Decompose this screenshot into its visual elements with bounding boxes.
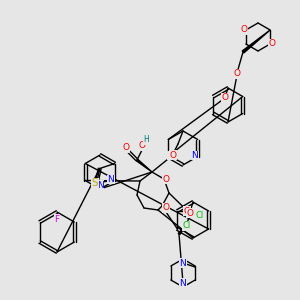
- Text: F: F: [54, 214, 60, 224]
- Polygon shape: [178, 224, 187, 235]
- Text: Cl: Cl: [196, 212, 204, 220]
- Text: O: O: [163, 203, 170, 212]
- Text: Cl: Cl: [182, 221, 190, 230]
- Text: N: N: [180, 259, 186, 268]
- Text: O: O: [122, 143, 130, 152]
- Text: N: N: [97, 181, 104, 190]
- Text: O: O: [240, 26, 247, 34]
- Text: O: O: [233, 70, 241, 79]
- Text: O: O: [139, 142, 145, 151]
- Text: S: S: [92, 178, 98, 188]
- Polygon shape: [242, 30, 270, 53]
- Text: N: N: [168, 151, 175, 160]
- Text: O: O: [184, 206, 191, 215]
- Text: O: O: [169, 151, 176, 160]
- Text: O: O: [221, 94, 229, 103]
- Text: O: O: [163, 175, 170, 184]
- Text: O: O: [187, 208, 194, 217]
- Text: H: H: [143, 136, 149, 145]
- Text: N: N: [107, 175, 114, 184]
- Text: N: N: [180, 278, 186, 287]
- Text: O: O: [268, 40, 276, 49]
- Text: N: N: [191, 151, 198, 160]
- Polygon shape: [136, 159, 152, 172]
